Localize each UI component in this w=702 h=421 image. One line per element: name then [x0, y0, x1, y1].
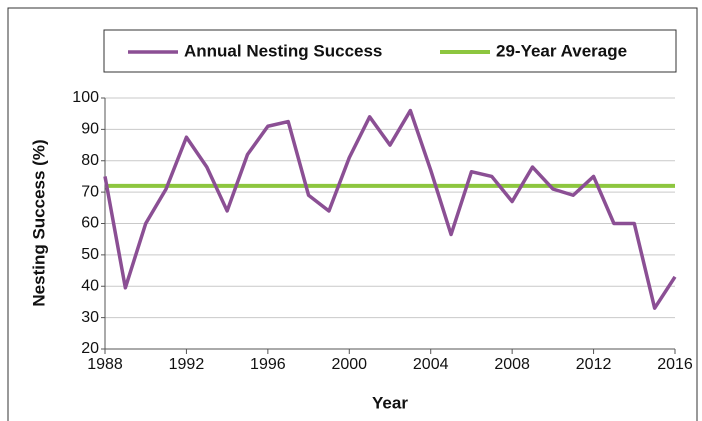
- legend-label: 29-Year Average: [496, 41, 627, 60]
- x-tick-label: 1992: [169, 356, 205, 373]
- data-line: [103, 108, 677, 310]
- legend-label: Annual Nesting Success: [184, 41, 382, 60]
- y-tick-label: 60: [81, 215, 99, 232]
- y-tick-label: 30: [81, 309, 99, 326]
- y-tick-label: 90: [81, 121, 99, 138]
- x-tick-label: 1988: [87, 356, 123, 373]
- frame: [7, 7, 698, 421]
- y-tick-label: 80: [81, 152, 99, 169]
- y-tick-label: 50: [81, 246, 99, 263]
- x-tick-label: 2004: [413, 356, 449, 373]
- y-tick-label: 70: [81, 183, 99, 200]
- x-tick-label: 2016: [657, 356, 693, 373]
- x-tick-label: 2008: [494, 356, 530, 373]
- x-tick-label: 2012: [576, 356, 612, 373]
- legend: [103, 29, 677, 73]
- y-tick-label: 100: [72, 89, 99, 106]
- y-tick-label: 40: [81, 277, 99, 294]
- x-tick-label: 2000: [331, 356, 367, 373]
- x-tick-label: 1996: [250, 356, 286, 373]
- y-axis-label: Nesting Success (%): [29, 139, 48, 306]
- y-tick-label: 20: [81, 340, 99, 357]
- x-axis-label: Year: [372, 393, 408, 412]
